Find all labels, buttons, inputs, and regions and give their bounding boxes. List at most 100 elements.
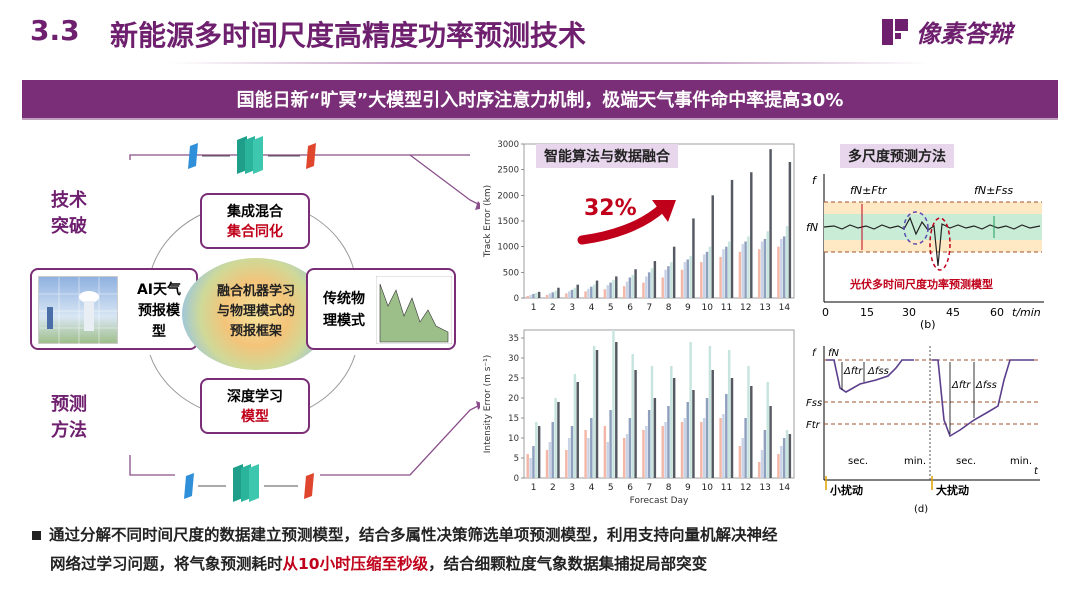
chart-0-bar-s3-c4 <box>612 280 615 298</box>
chart-1-bar-s4-c10 <box>730 378 734 478</box>
improvement-arrow-icon <box>577 200 676 245</box>
chart-0-bar-s4-c3 <box>595 280 599 298</box>
d-dfss-2: Δfss <box>975 380 997 391</box>
chart-0-bar-s2-c7 <box>667 266 670 298</box>
chart-0-bar-s4-c5 <box>634 269 637 298</box>
chart-1-xlabel: Forecast Day <box>630 496 689 506</box>
chart-0-bar-s3-c11 <box>747 236 750 298</box>
chart-0-bar-s3-c10 <box>727 241 731 298</box>
chart-0-bar-s0-c13 <box>777 246 780 298</box>
chart-0-bar-s0-c6 <box>642 282 645 298</box>
bullet-line-1: 通过分解不同时间尺度的数据建立预测模型，结合多属性决策筛选单项预测模型，利用支持… <box>32 523 778 545</box>
chart-1-ytick-label-7: 35 <box>508 334 519 344</box>
box-bottom-line1: 深度学习 <box>227 389 283 405</box>
chart-1-bar-s3-c9 <box>708 346 712 478</box>
chart-0-bar-s4-c0 <box>537 291 541 298</box>
chart-1-bar-s3-c12 <box>766 382 769 478</box>
label-tech-line2: 突破 <box>51 216 87 237</box>
chart-1-bar-s3-c10 <box>727 350 731 478</box>
chart-0-bar-s3-c7 <box>670 262 673 298</box>
chart-1-bar-s4-c9 <box>711 370 714 478</box>
chart-0-ytick-label-5: 2500 <box>497 166 519 176</box>
chart-1-bar-s0-c8 <box>680 422 684 478</box>
label-tech-breakthrough: 技术 突破 <box>44 188 94 240</box>
chart-0-xtick-label-9: 10 <box>701 303 713 313</box>
chart-0-bar-s0-c12 <box>757 249 761 298</box>
chart-1-ytick-label-0: 0 <box>514 474 519 484</box>
chart-0-bar-s2-c9 <box>705 251 709 298</box>
chart-1-bar-s1-c10 <box>722 414 725 478</box>
chart-1-bar-s1-c7 <box>664 422 667 478</box>
chart-0-bar-s1-c12 <box>760 241 764 298</box>
d-dfss-1: Δfss <box>867 366 889 377</box>
chart-0-bar-s2-c5 <box>628 277 632 298</box>
chart-1-xtick-label-11: 12 <box>740 483 751 493</box>
chart-1-bar-s4-c1 <box>557 402 560 478</box>
chart-1-xtick-label-12: 13 <box>759 483 770 493</box>
d-dftr-1: Δftr <box>843 366 863 377</box>
chart-0-bar-s1-c13 <box>780 238 783 298</box>
box-top-line1: 集成混合 <box>227 204 283 220</box>
d-min-2: min. <box>1010 456 1032 467</box>
chart-1-bar-s4-c6 <box>653 398 657 478</box>
chart-0-bar-s4-c4 <box>615 276 618 298</box>
box-left-line1: AI天气 <box>136 282 182 298</box>
headline-banner: 国能日新“旷冥”大模型引入时序注意力机制，极端天气事件命中率提高30% <box>22 80 1058 120</box>
chart-1-bar-s2-c13 <box>782 438 786 478</box>
chart-1-ytick-label-6: 30 <box>508 354 519 364</box>
chart-1-bar-s0-c4 <box>603 426 607 478</box>
chart-0-bar-s0-c3 <box>584 291 587 298</box>
chart-1-bar-s4-c2 <box>576 382 579 478</box>
bullet-text-2-pre: 网络过学习问题，将气象预测耗时 <box>50 555 283 573</box>
b-fn-label: fN <box>806 221 818 234</box>
label-method-line2: 方法 <box>51 420 87 441</box>
chart-1-bar-s4-c7 <box>672 378 676 478</box>
chart-1-bar-s2-c12 <box>763 430 767 478</box>
chart-1-bar-s2-c6 <box>647 410 651 478</box>
chart-0-xtick-label-6: 7 <box>646 303 652 313</box>
chart-1-bar-s0-c0 <box>526 454 529 478</box>
mid-panel-label: 智能算法与数据融合 <box>536 144 678 168</box>
chart-1-ytick-label-4: 20 <box>508 394 519 404</box>
chart-1-bar-s1-c9 <box>702 418 706 478</box>
d-ftr-label: Ftr <box>806 420 821 431</box>
chart-1-xtick-label-6: 7 <box>646 483 652 493</box>
chart-0-bar-s4-c10 <box>730 179 734 298</box>
ai-weather-text: AI天气 预报模 型 <box>124 280 194 343</box>
chart-0-bar-s1-c6 <box>645 276 648 298</box>
chart-0-bar-s1-c1 <box>548 293 552 298</box>
chart-1-bar-s4-c11 <box>750 386 753 478</box>
b-xtick-4: 60 <box>990 306 1004 319</box>
chart-1-ytick-label-5: 25 <box>508 374 519 384</box>
chart-1-bar-s2-c10 <box>725 394 728 478</box>
chart-1-xtick-label-10: 11 <box>721 483 732 493</box>
ai-weather-grid-icon <box>39 277 119 345</box>
chart-1-bar-s0-c9 <box>700 422 703 478</box>
center-line3: 预报框架 <box>229 324 282 339</box>
error-charts: 0 500 1000 1500 2000 2500 3000 Track Error (km)… <box>483 140 795 506</box>
chart-0-bar-s2-c2 <box>570 289 574 298</box>
chart-0-bar-s1-c4 <box>606 285 609 298</box>
chart-1-bar-s2-c5 <box>628 418 632 478</box>
chart-1-bar-s0-c7 <box>661 426 664 478</box>
chart-0-bar-s3-c12 <box>766 231 769 298</box>
b-xtick-1: 15 <box>860 306 874 319</box>
chart-1-xtick-label-7: 8 <box>666 483 672 493</box>
chart-0-xtick-label-2: 3 <box>569 303 575 313</box>
chart-0-bar-s4-c1 <box>557 287 560 298</box>
center-line1: 融合机器学习 <box>216 284 295 299</box>
chart-1-bar-s2-c4 <box>609 410 612 478</box>
chart-0-xtick-label-10: 11 <box>721 303 732 313</box>
chart-0-bar-s4-c7 <box>672 246 676 298</box>
chart-0-bar-s3-c0 <box>535 292 538 298</box>
center-framework-text: 融合机器学习 与物理模式的 预报框架 <box>190 282 322 342</box>
chart-1-xtick-label-13: 14 <box>779 483 791 493</box>
logo: 像素答辩 <box>880 14 1012 49</box>
physical-model-chart-icon <box>376 276 452 344</box>
box-deep-learning: 深度学习 模型 <box>200 378 310 434</box>
bullet-square-icon <box>32 531 41 540</box>
chart-0-xtick-label-7: 8 <box>666 303 672 313</box>
chart-0-ytick-label-2: 1000 <box>497 243 519 253</box>
b-xunit: t/min <box>1012 306 1041 319</box>
